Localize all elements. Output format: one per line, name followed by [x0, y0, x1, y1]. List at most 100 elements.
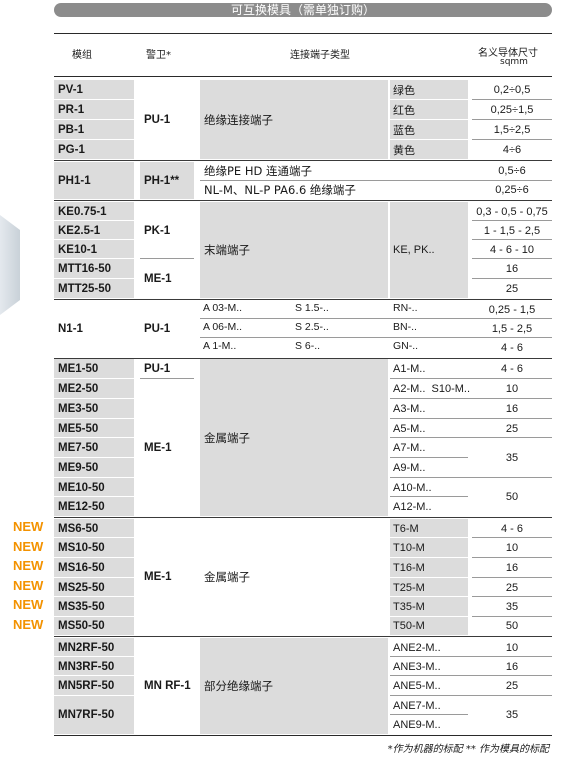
row-divider	[390, 457, 468, 458]
row-divider	[390, 496, 468, 497]
kit-cell: PR-1	[54, 100, 134, 120]
size-cell: 1,5 - 2,5	[491, 322, 533, 335]
terminal-type-cell: 绝缘连接端子	[200, 80, 388, 159]
terminal-type-cell: 部分绝缘端子	[200, 638, 388, 734]
kit-cell: MS10-50	[54, 538, 134, 558]
row-divider	[390, 119, 468, 120]
code-cell: ANE7-M..	[393, 699, 441, 712]
sub-code: A 03-M..	[203, 302, 243, 314]
code-cell: KE, PK..	[390, 202, 468, 298]
header-unit: sqmm	[500, 57, 528, 67]
kit-cell: N1-1	[58, 322, 83, 335]
kit-cell: ME5-50	[54, 419, 134, 438]
row-divider	[54, 537, 134, 538]
kit-cell: MN2RF-50	[54, 638, 134, 657]
new-badge: NEW	[13, 617, 44, 632]
kit-cell: PG-1	[54, 140, 134, 159]
header-kit: 模组	[72, 50, 92, 61]
row-divider	[472, 139, 552, 140]
row-divider	[390, 714, 468, 715]
terminal-type-cell: 末端端子	[200, 202, 388, 298]
size-cell: 10	[505, 383, 519, 395]
terminal-type-cell: 金属端子	[204, 570, 250, 584]
row-divider	[472, 537, 552, 538]
row-divider	[54, 695, 134, 696]
row-divider	[54, 477, 134, 478]
color-cell: 红色	[390, 100, 468, 120]
row-divider	[390, 139, 468, 140]
row-divider	[472, 557, 552, 558]
row-divider	[54, 437, 134, 438]
group-divider	[54, 358, 552, 359]
row-divider	[54, 378, 134, 379]
code-cell: A1-M..	[393, 363, 426, 375]
table-bottom-rule	[54, 735, 552, 736]
size-cell: 4 - 6	[500, 341, 523, 354]
kit-cell: MN7RF-50	[54, 696, 134, 734]
sub-code: A 1-M..	[203, 340, 237, 352]
size-cell: 1,5÷2,5	[493, 124, 531, 136]
group-divider	[54, 160, 552, 161]
row-divider	[390, 477, 552, 478]
size-cell: 0,25 - 1,5	[488, 303, 536, 316]
size-cell: 16	[505, 263, 519, 275]
row-divider	[472, 616, 552, 617]
kit-cell: MTT25-50	[54, 279, 134, 298]
row-divider	[54, 139, 134, 140]
header-size: 名义导体尺寸	[478, 48, 538, 59]
row-divider	[472, 99, 552, 100]
group-divider	[54, 636, 552, 637]
kit-cell: MS35-50	[54, 597, 134, 617]
row-divider	[390, 675, 552, 676]
kit-cell: KE0.75-1	[54, 202, 134, 221]
row-divider	[390, 577, 468, 578]
kit-cell: PH1-1	[54, 162, 134, 199]
terminal-type-cell: 金属端子	[200, 359, 388, 516]
size-cell: 4 - 6	[500, 522, 523, 535]
kit-cell: MN3RF-50	[54, 657, 134, 676]
size-cell: 0,25÷1,5	[490, 104, 534, 116]
new-badge: NEW	[13, 578, 44, 593]
row-divider	[54, 258, 134, 259]
kit-cell: PB-1	[54, 120, 134, 140]
row-divider	[54, 457, 134, 458]
size-cell: 1 - 1,5 - 2,5	[483, 224, 541, 237]
row-divider	[472, 577, 552, 578]
size-cell: 16	[505, 660, 519, 673]
size-cell: 4÷6	[502, 143, 522, 156]
color-cell: 绿色	[390, 80, 468, 100]
kit-cell: ME10-50	[54, 478, 134, 497]
guard-cell: PH-1**	[140, 162, 194, 199]
code-cell: T6-M	[390, 519, 468, 538]
header-top-rule	[54, 33, 552, 34]
row-divider	[200, 180, 552, 181]
row-divider	[54, 656, 134, 657]
guard-cell: MN RF-1	[144, 680, 191, 692]
kit-cell: KE10-1	[54, 240, 134, 259]
size-cell: 50	[505, 491, 519, 503]
size-cell: 16	[505, 403, 519, 415]
row-divider	[390, 418, 552, 419]
code-cell: ANE5-M..	[393, 680, 441, 692]
kit-cell: MN5RF-50	[54, 676, 134, 696]
code-cell: T10-M	[390, 538, 468, 558]
size-cell: 25	[505, 282, 519, 295]
row-divider	[390, 656, 552, 657]
code-cell: T25-M	[390, 578, 468, 597]
guard-cell: ME-1	[144, 441, 172, 454]
row-divider	[54, 496, 134, 497]
guard-cell: ME-1	[144, 571, 172, 583]
new-badge: NEW	[13, 519, 44, 534]
kit-cell: MS50-50	[54, 617, 134, 635]
new-badge: NEW	[13, 558, 44, 573]
kit-cell: ME1-50	[54, 359, 134, 379]
row-divider	[390, 695, 552, 696]
table-title-banner: 可互换模具（需单独订购）	[54, 3, 552, 17]
row-divider	[140, 258, 194, 259]
row-divider	[54, 418, 134, 419]
terminal-type-cell: NL-M、NL-P PA6.6 绝缘端子	[204, 182, 356, 197]
code-cell: A2-M.. S10-M..	[393, 383, 471, 395]
code-cell: T16-M	[390, 558, 468, 578]
size-cell: 4 - 6	[500, 363, 523, 375]
code-cell: A12-M..	[393, 500, 432, 513]
